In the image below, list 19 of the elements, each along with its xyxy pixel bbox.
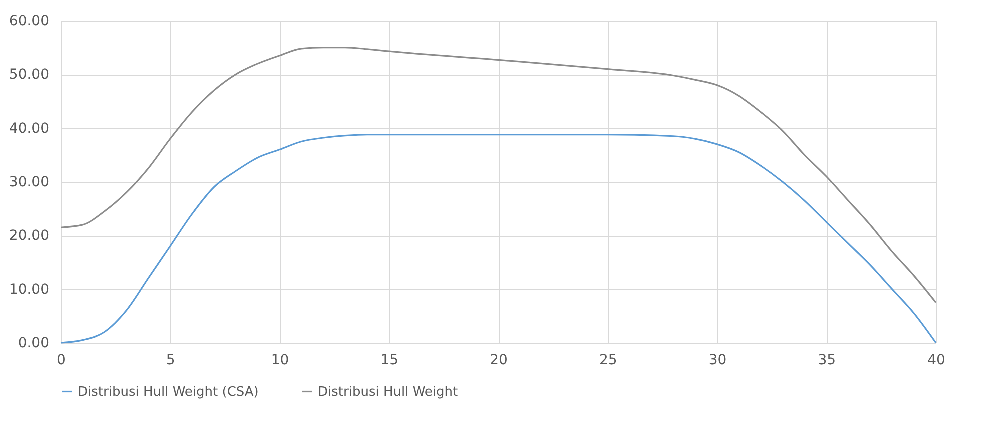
y-tick-label: 0.00 (18, 336, 50, 352)
line-series (60, 47, 937, 304)
y-tick-label: 20.00 (9, 228, 50, 244)
x-tick-label: 10 (271, 352, 290, 368)
legend-label: Distribusi Hull Weight (318, 384, 458, 400)
x-tick-label: 30 (708, 352, 727, 368)
x-tick-label: 5 (166, 352, 176, 368)
x-tick-label: 0 (57, 352, 66, 368)
x-tick-label: 15 (380, 352, 399, 368)
y-tick-label: 40.00 (9, 120, 50, 137)
y-tick-label: 60.00 (9, 14, 50, 30)
x-tick-label: 25 (599, 352, 618, 368)
y-tick-label: 30.00 (9, 174, 50, 190)
x-tick-label: 20 (490, 352, 508, 368)
legend-label: Distribusi Hull Weight (CSA) (78, 384, 259, 400)
x-tick-label: 35 (818, 352, 836, 368)
y-tick-label: 50.00 (9, 67, 50, 84)
x-tick-label: 40 (928, 352, 946, 368)
y-tick-label: 10.00 (9, 282, 50, 298)
